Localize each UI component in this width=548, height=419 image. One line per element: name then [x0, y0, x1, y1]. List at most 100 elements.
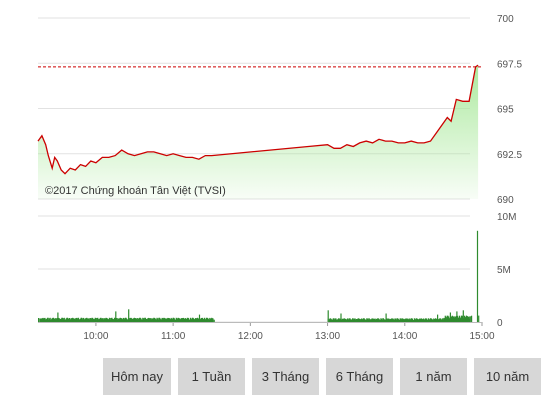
volume-bar	[86, 318, 89, 322]
volume-bar	[153, 317, 155, 322]
range-selector: Hôm nay 1 Tuần 3 Tháng 6 Tháng 1 năm 10 …	[103, 358, 541, 395]
volume-bar	[402, 318, 404, 322]
volume-bar	[332, 318, 334, 322]
volume-bar	[394, 318, 396, 322]
volume-bar	[178, 318, 180, 322]
volume-bar	[388, 318, 390, 322]
range-1-year-button[interactable]: 1 năm	[400, 358, 467, 395]
volume-bar	[364, 319, 367, 322]
volume-bar	[366, 318, 368, 322]
volume-bar	[115, 318, 117, 322]
volume-y-axis: 10M 5M 0	[497, 212, 516, 329]
volume-bar	[439, 318, 441, 322]
x-tick-label: 10:00	[83, 331, 108, 342]
volume-bar	[146, 319, 148, 322]
volume-bar	[135, 318, 137, 322]
volume-bar	[153, 317, 155, 322]
volume-bar	[195, 318, 197, 322]
volume-bar	[418, 318, 421, 322]
volume-bar	[399, 318, 401, 322]
volume-bar	[199, 319, 201, 322]
volume-bar	[125, 317, 127, 322]
volume-bar	[334, 319, 336, 322]
volume-bar	[205, 319, 207, 322]
volume-bar	[126, 319, 128, 322]
range-3-months-button[interactable]: 3 Tháng	[252, 358, 319, 395]
range-6-months-button[interactable]: 6 Tháng	[326, 358, 393, 395]
volume-bar	[124, 317, 126, 322]
volume-bar	[108, 317, 110, 322]
volume-bar	[330, 318, 332, 322]
volume-bar	[444, 315, 446, 322]
volume-bar	[41, 319, 43, 322]
volume-bar	[74, 318, 76, 322]
volume-bar	[385, 313, 387, 322]
range-today-button[interactable]: Hôm nay	[103, 358, 171, 395]
volume-bar	[56, 318, 58, 322]
volume-bar	[380, 318, 382, 322]
volume-bar	[43, 318, 45, 322]
volume-bar	[129, 319, 131, 322]
volume-bar	[427, 318, 430, 322]
volume-bar	[431, 319, 433, 322]
volume-bar	[200, 318, 202, 322]
volume-bar	[112, 319, 114, 322]
volume-bar	[408, 318, 410, 322]
volume-bar	[166, 318, 168, 322]
volume-bar	[49, 317, 51, 322]
volume-bar	[58, 318, 60, 322]
price-panel: ©2017 Chứng khoán Tân Việt (TVSI) 700 697…	[37, 14, 522, 206]
price-y-tick-label: 690	[497, 195, 514, 206]
volume-bar	[47, 317, 49, 322]
volume-bar	[429, 319, 431, 322]
volume-bar	[81, 319, 83, 322]
volume-bar	[336, 319, 338, 322]
volume-bar	[188, 319, 190, 322]
volume-bar	[143, 319, 145, 322]
volume-bar	[170, 317, 172, 322]
volume-bar	[130, 317, 132, 322]
volume-bar	[331, 319, 333, 322]
volume-bar	[412, 319, 414, 322]
volume-bar	[70, 318, 72, 322]
volume-bar	[144, 317, 146, 322]
volume-bar	[161, 317, 163, 322]
volume-bar	[162, 318, 164, 322]
volume-bars	[38, 230, 480, 322]
volume-bar	[198, 314, 201, 322]
volume-bar	[403, 318, 405, 322]
volume-bar	[97, 319, 99, 322]
volume-bar	[139, 317, 141, 322]
volume-bar	[437, 314, 439, 322]
volume-bar	[135, 318, 137, 322]
volume-bar	[363, 318, 365, 322]
volume-bar	[398, 319, 400, 322]
volume-bar	[368, 318, 370, 322]
volume-bar	[68, 318, 71, 322]
volume-bar	[152, 318, 154, 322]
price-y-tick-label: 697.5	[497, 59, 522, 70]
volume-bar	[407, 319, 409, 322]
volume-bar	[75, 318, 77, 322]
volume-bar	[349, 318, 351, 322]
volume-bar	[395, 319, 397, 322]
volume-bar	[65, 319, 67, 322]
volume-y-tick-label: 10M	[497, 212, 516, 223]
volume-bar	[433, 318, 435, 322]
volume-bar	[101, 318, 103, 322]
volume-bar	[440, 319, 442, 322]
volume-bar	[193, 318, 195, 322]
volume-bar	[456, 311, 458, 322]
volume-bar	[85, 318, 87, 322]
time-x-axis: 10:00 11:00 12:00 13:00 14:00 15:00	[38, 322, 495, 342]
x-tick-label: 12:00	[238, 331, 263, 342]
volume-bar	[202, 319, 204, 322]
volume-bar	[197, 318, 199, 322]
volume-bar	[168, 318, 170, 322]
volume-bar	[99, 317, 101, 322]
volume-bar	[164, 318, 166, 322]
range-10-years-button[interactable]: 10 năm	[474, 358, 541, 395]
range-1-week-button[interactable]: 1 Tuần	[178, 358, 245, 395]
volume-bar	[335, 318, 337, 322]
volume-bar	[193, 318, 195, 322]
